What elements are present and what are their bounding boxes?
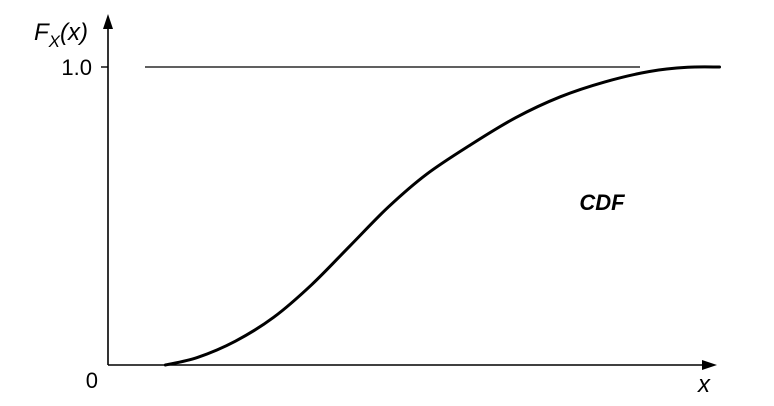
y-axis-arrow-icon [103, 14, 113, 29]
y-axis-title-argument: (x) [60, 19, 88, 46]
y-axis-title: FX(x) [34, 19, 88, 51]
y-tick-label: 0 [86, 368, 98, 393]
cdf-annotation: CDF [579, 190, 625, 215]
x-axis-title: x [697, 371, 711, 398]
y-axis-title-base: F [34, 19, 50, 46]
cdf-series-line [163, 65, 722, 367]
y-tick-label: 1.0 [61, 55, 92, 80]
x-axis-arrow-icon [702, 360, 717, 370]
y-axis-title-subscript: X [48, 32, 61, 51]
